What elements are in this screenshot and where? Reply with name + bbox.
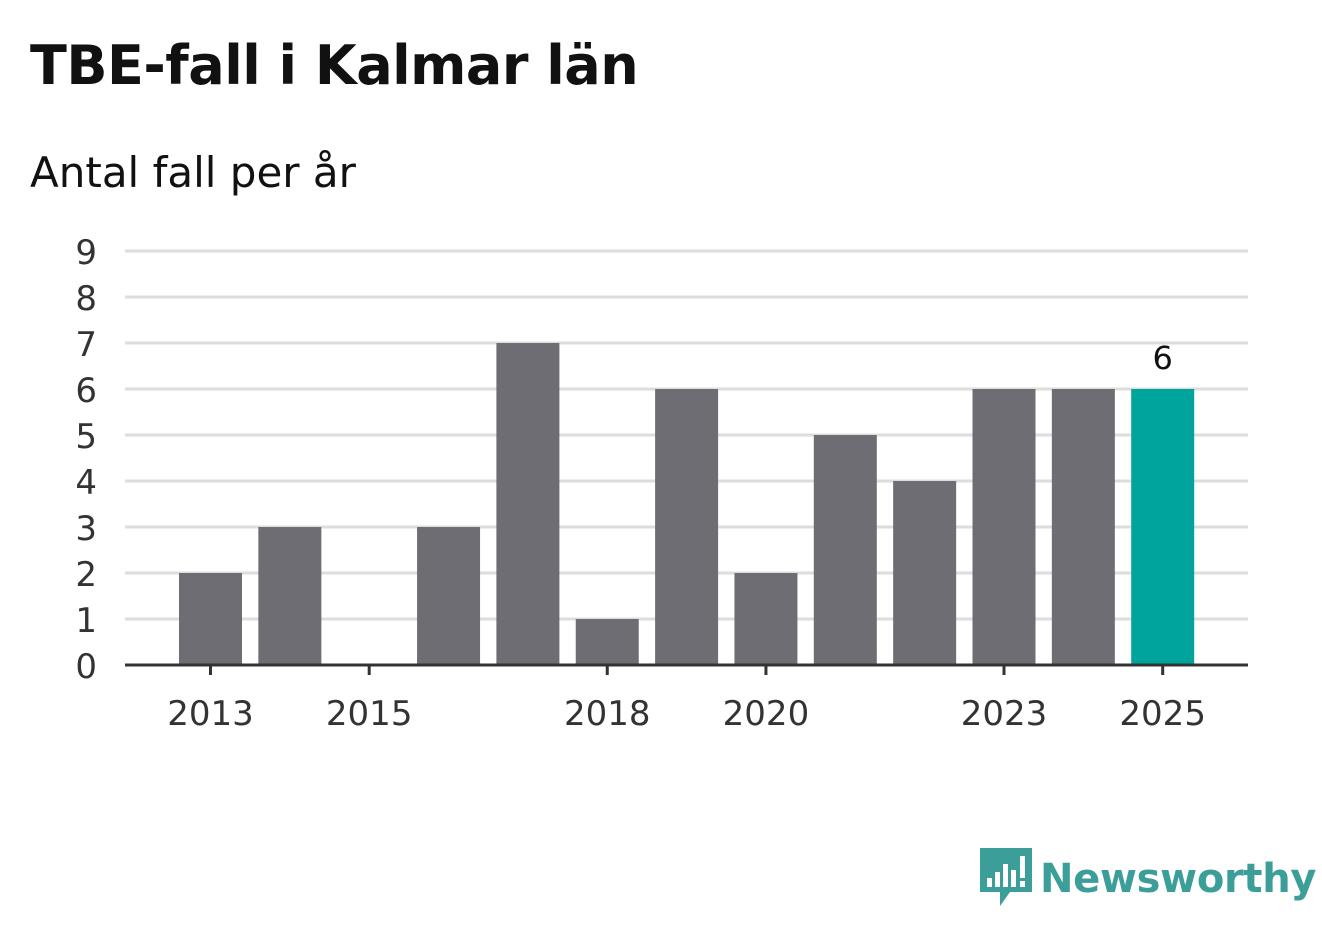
x-tick-label: 2013: [167, 694, 254, 734]
bar-2021[interactable]: [813, 435, 877, 665]
bar-2014[interactable]: [258, 527, 322, 665]
y-tick-label: 1: [75, 601, 97, 641]
x-tick-label: 2020: [723, 694, 810, 734]
y-tick-label: 8: [75, 279, 97, 319]
bar-2018[interactable]: [575, 619, 639, 665]
y-tick-label: 5: [75, 417, 97, 457]
y-tick-label: 3: [75, 509, 97, 549]
y-tick-label: 0: [75, 647, 97, 687]
newsworthy-logo-icon: [980, 848, 1032, 906]
bar-2013[interactable]: [179, 573, 242, 665]
bar-2016[interactable]: [417, 527, 481, 665]
newsworthy-logo[interactable]: Newsworthy: [980, 848, 1317, 910]
chart-title: TBE-fall i Kalmar län: [30, 34, 639, 97]
y-tick-label: 6: [75, 371, 97, 411]
bar-2022[interactable]: [893, 481, 957, 665]
bar-2017[interactable]: [496, 343, 560, 665]
y-tick-label: 2: [75, 555, 97, 595]
data-label-highlight: 6: [1153, 339, 1173, 377]
chart-subtitle: Antal fall per år: [30, 148, 356, 197]
bar-2025[interactable]: [1131, 389, 1195, 665]
labels: 0 1 2 3 4 5 6 7 8 9 2013 2015 2018 2020 2023 2025 6: [75, 233, 1206, 734]
bars: [179, 343, 1195, 665]
bar-2023[interactable]: [972, 389, 1036, 665]
y-tick-label: 7: [75, 325, 97, 365]
bar-2019[interactable]: [655, 389, 719, 665]
brand-name: Newsworthy: [1040, 856, 1317, 902]
x-tick-label: 2023: [961, 694, 1048, 734]
bar-2024[interactable]: [1051, 389, 1115, 665]
x-tick-label: 2025: [1119, 694, 1206, 734]
x-tick-label: 2015: [326, 694, 413, 734]
y-tick-label: 4: [75, 463, 97, 503]
bar-2020[interactable]: [734, 573, 798, 665]
y-tick-label: 9: [75, 233, 97, 273]
x-axis: [125, 663, 1248, 675]
x-tick-label: 2018: [564, 694, 651, 734]
